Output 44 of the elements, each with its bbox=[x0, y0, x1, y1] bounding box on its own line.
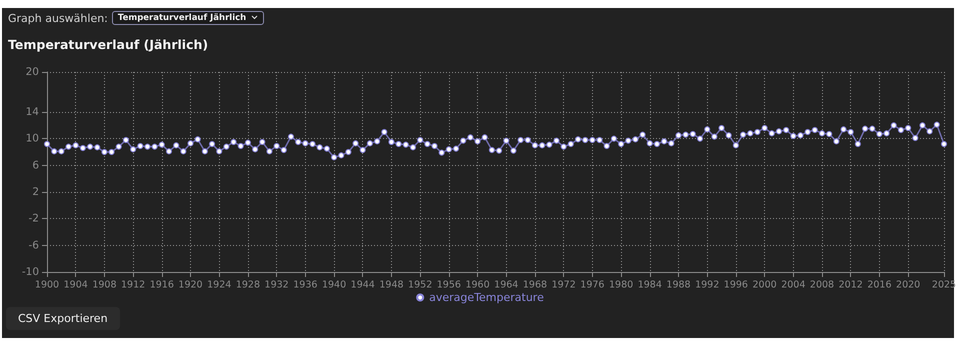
x-tick-label: 1932 bbox=[264, 280, 289, 290]
x-tick-label: 2020 bbox=[896, 280, 920, 290]
x-tick-label: 1940 bbox=[322, 280, 346, 290]
y-tick-label: -10 bbox=[22, 266, 39, 278]
x-tick-label: 1944 bbox=[350, 280, 375, 290]
x-tick-label: 1924 bbox=[207, 280, 232, 290]
x-tick-label: 1956 bbox=[436, 280, 461, 290]
chart-title: Temperaturverlauf (Jährlich) bbox=[8, 37, 208, 52]
y-tick-label: -6 bbox=[28, 239, 40, 252]
y-tick-label: 6 bbox=[32, 159, 40, 172]
x-tick-label: 1948 bbox=[379, 280, 404, 290]
y-tick-label: -2 bbox=[28, 212, 39, 225]
x-tick-label: 1920 bbox=[178, 280, 203, 290]
y-tick-label: 20 bbox=[26, 66, 39, 78]
x-tick-label: 2000 bbox=[752, 280, 777, 290]
x-tick-label: 2004 bbox=[781, 280, 806, 290]
x-tick-label: 1972 bbox=[552, 280, 576, 290]
x-tick-label: 1980 bbox=[608, 280, 634, 290]
x-tick-label: 1964 bbox=[494, 280, 518, 290]
y-tick-label: 2 bbox=[32, 186, 39, 198]
x-tick-label: 2012 bbox=[838, 280, 863, 290]
x-tick-label: 1988 bbox=[666, 280, 691, 290]
x-tick-label: 1968 bbox=[522, 280, 548, 290]
legend-label: averageTemperature bbox=[429, 291, 544, 304]
dropdown: Temperaturverlauf Jährlich bbox=[112, 11, 264, 25]
x-tick-label: 1900 bbox=[34, 280, 60, 290]
x-tick-label: 1984 bbox=[638, 280, 662, 290]
x-tick-label: 1928 bbox=[236, 280, 260, 290]
x-tick-label: 1912 bbox=[121, 280, 146, 290]
y-tick-label: 14 bbox=[26, 106, 40, 118]
y-tick-label: 10 bbox=[26, 132, 39, 145]
x-tick-label: 1960 bbox=[465, 280, 490, 290]
x-tick-label: 1992 bbox=[695, 280, 720, 290]
x-tick-label: 2016 bbox=[867, 280, 892, 290]
x-tick-label: 1952 bbox=[408, 280, 432, 290]
text: Graph auswählen: bbox=[8, 12, 108, 24]
x-tick-label: 1936 bbox=[293, 280, 318, 290]
x-tick-label: 1908 bbox=[92, 280, 116, 290]
x-tick-label: 1996 bbox=[724, 280, 748, 290]
x-tick-label: 1904 bbox=[64, 280, 88, 290]
x-tick-label: 1976 bbox=[580, 280, 604, 290]
x-tick-label: 2008 bbox=[810, 280, 834, 290]
x-tick-label: 1916 bbox=[150, 280, 174, 290]
button: CSV Exportieren bbox=[6, 307, 120, 330]
